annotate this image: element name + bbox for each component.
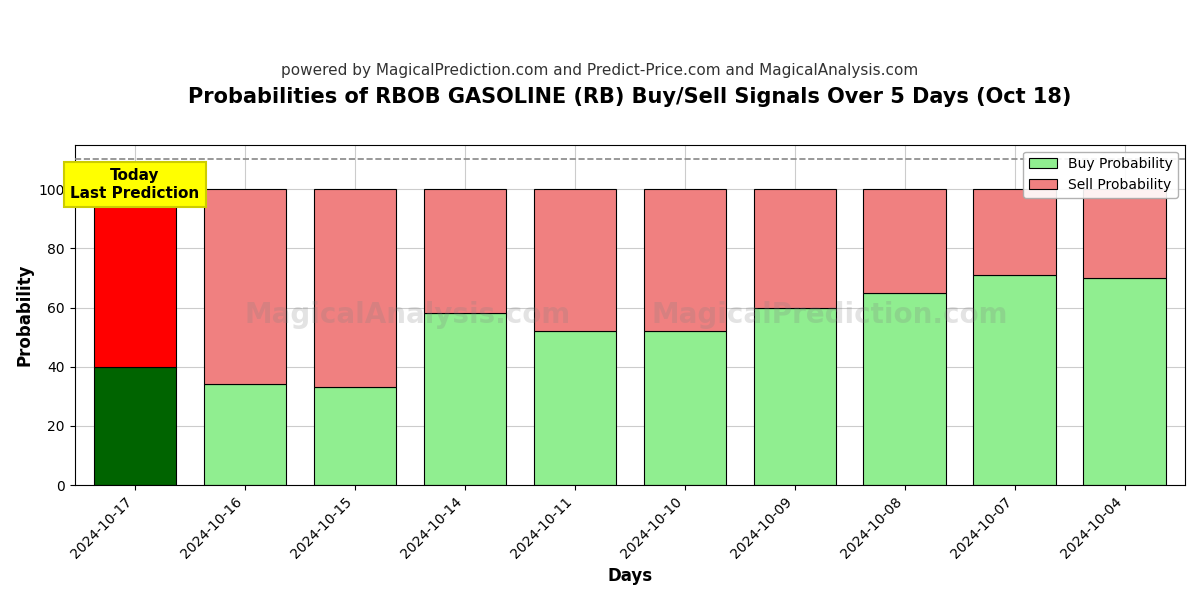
Bar	[754, 308, 836, 485]
Bar	[313, 388, 396, 485]
Bar	[94, 367, 176, 485]
Bar	[204, 385, 287, 485]
Bar	[643, 331, 726, 485]
Bar	[754, 189, 836, 308]
Bar	[864, 293, 946, 485]
X-axis label: Days: Days	[607, 567, 653, 585]
Bar	[534, 331, 616, 485]
Bar	[973, 189, 1056, 275]
Text: Today
Last Prediction: Today Last Prediction	[71, 169, 199, 201]
Title: Probabilities of RBOB GASOLINE (RB) Buy/Sell Signals Over 5 Days (Oct 18): Probabilities of RBOB GASOLINE (RB) Buy/…	[188, 87, 1072, 107]
Bar	[424, 313, 506, 485]
Bar	[864, 189, 946, 293]
Bar	[94, 189, 176, 367]
Bar	[643, 189, 726, 331]
Text: MagicalPrediction.com: MagicalPrediction.com	[652, 301, 1008, 329]
Bar	[313, 189, 396, 388]
Text: MagicalAnalysis.com: MagicalAnalysis.com	[245, 301, 571, 329]
Bar	[204, 189, 287, 385]
Text: powered by MagicalPrediction.com and Predict-Price.com and MagicalAnalysis.com: powered by MagicalPrediction.com and Pre…	[281, 63, 919, 78]
Bar	[424, 189, 506, 313]
Y-axis label: Probability: Probability	[16, 263, 34, 366]
Bar	[534, 189, 616, 331]
Bar	[1084, 278, 1165, 485]
Bar	[1084, 189, 1165, 278]
Legend: Buy Probability, Sell Probability: Buy Probability, Sell Probability	[1024, 152, 1178, 197]
Bar	[973, 275, 1056, 485]
